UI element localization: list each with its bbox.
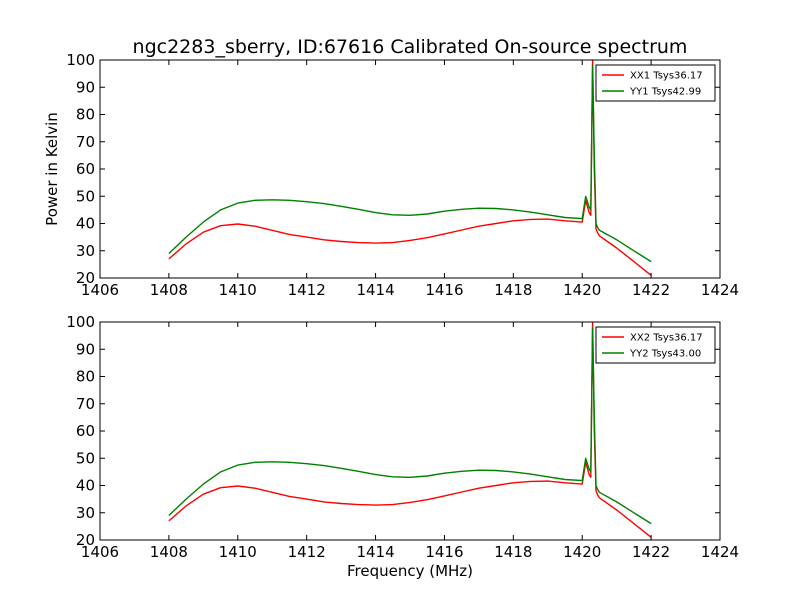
y-tick-label: 60 [76,422,95,440]
y-tick-label: 90 [76,340,95,358]
y-tick-label: 60 [76,160,95,178]
y-tick-label: 30 [76,504,95,522]
legend: XX1 Tsys36.17 YY1 Tsys42.99 [595,64,716,102]
y-tick-label: 90 [76,78,95,96]
x-tick-label: 1412 [288,281,326,299]
x-tick-label: 1422 [632,281,670,299]
y-tick-label: 40 [76,215,95,233]
x-tick-label: 1422 [632,543,670,561]
y-tick-label: 20 [76,269,95,287]
y-tick-label: 70 [76,395,95,413]
x-tick-label: 1410 [219,543,257,561]
legend: XX2 Tsys36.17 YY2 Tsys43.00 [595,326,716,364]
y-tick-label: 80 [76,106,95,124]
legend-box [595,326,716,364]
legend-label: XX1 Tsys36.17 [630,71,703,82]
y-tick-label: 40 [76,477,95,495]
top-spectrum-panel: 1406 1408 1410 1412 1414 1416 1418 1420 1422 1424… [66,51,739,299]
x-tick-label: 1414 [356,543,394,561]
y-tick-label: 50 [76,449,95,467]
y-tick-label: 20 [76,531,95,549]
bottom-spectrum-panel: 1406 1408 1410 1412 1414 1416 1418 1420 1422 1424… [66,313,739,561]
x-tick-label: 1420 [563,281,601,299]
x-tick-label: 1414 [356,281,394,299]
x-tick-label: 1412 [288,543,326,561]
x-tick-label: 1408 [150,543,188,561]
x-tick-label: 1406 [81,543,119,561]
y-tick-label: 100 [66,313,95,331]
figure-title: ngc2283_sberry, ID:67616 Calibrated On-s… [133,36,688,58]
x-tick-label: 1420 [563,543,601,561]
y-tick-label: 50 [76,187,95,205]
legend-label: YY1 Tsys42.99 [629,87,701,98]
x-tick-label: 1410 [219,281,257,299]
y-tick-label: 70 [76,133,95,151]
x-tick-label: 1408 [150,281,188,299]
x-tick-label: 1418 [494,281,532,299]
series-lines [168,322,652,538]
series-lines [168,60,652,276]
x-tick-label: 1416 [425,281,463,299]
legend-box [595,64,716,102]
series-line-yy2 [168,326,652,525]
y-axis-label: Power in Kelvin [43,112,61,226]
y-tick-label: 30 [76,242,95,260]
x-tick-label: 1424 [701,543,739,561]
x-tick-label: 1416 [425,543,463,561]
y-tick-label: 100 [66,51,95,69]
legend-label: XX2 Tsys36.17 [630,333,703,344]
legend-label: YY2 Tsys43.00 [629,349,701,360]
x-axis-label: Frequency (MHz) [347,562,473,580]
x-tick-label: 1406 [81,281,119,299]
x-tick-label: 1418 [494,543,532,561]
y-tick-label: 80 [76,368,95,386]
x-tick-label: 1424 [701,281,739,299]
series-line-yy1 [168,64,652,263]
